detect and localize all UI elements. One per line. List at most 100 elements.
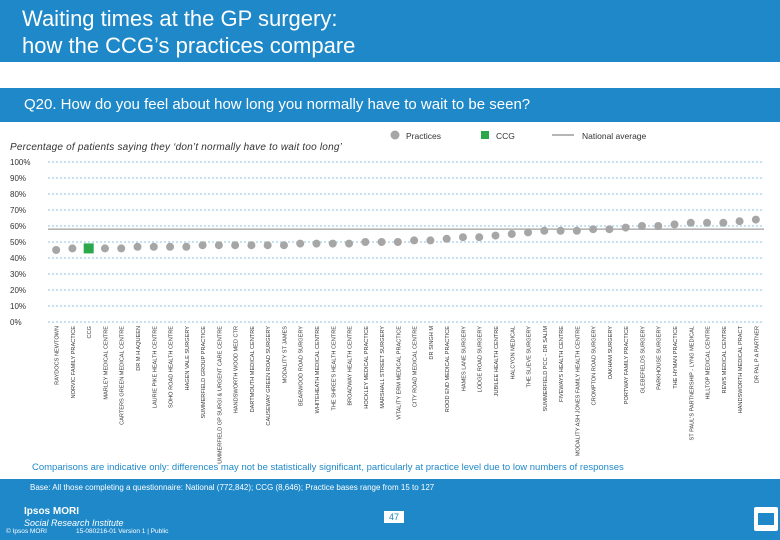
page-number: 47 <box>384 511 405 523</box>
x-tick-label: HANDSWORTH MEDICAL PRACT <box>738 325 744 413</box>
practice-marker <box>279 241 288 250</box>
base-note: Base: All those completing a questionnai… <box>30 483 435 492</box>
x-tick-label: DR M H AQUEEN <box>136 326 142 371</box>
y-tick-label: 20% <box>10 286 26 295</box>
chart-title: Percentage of patients saying they ‘don’… <box>10 142 343 153</box>
x-tick-label: THE HYMAN PRACTICE <box>673 326 679 389</box>
y-tick-label: 60% <box>10 222 26 231</box>
x-tick-label: THE SLIEVE SURGERY <box>527 326 533 388</box>
x-tick-label: OAKHAM SURGERY <box>608 326 614 380</box>
legend-ccg-label: CCG <box>496 131 515 141</box>
practice-marker <box>247 241 256 250</box>
x-tick-label: CCG <box>87 326 93 338</box>
x-tick-label: CITY ROAD MEDICAL CENTRE <box>413 326 419 407</box>
x-tick-label: LAURIE PIKE HEALTH CENTRE <box>152 326 158 409</box>
ccg-marker <box>83 243 94 254</box>
x-tick-label: PARKHOUSE SURGERY <box>657 326 663 390</box>
x-tick-label: SOHO ROAD HEALTH CENTRE <box>169 326 175 408</box>
x-tick-label: LODGE ROAD SURGERY <box>478 326 484 393</box>
legend-national: National average <box>552 128 692 142</box>
x-tick-label: MARSHALL STREET SURGERY <box>380 326 386 409</box>
legend-ccg-marker <box>481 131 489 139</box>
x-tick-label: CARTERS GREEN MEDICAL CENTRE <box>120 326 126 425</box>
ipsos-logo-icon <box>754 507 778 531</box>
practice-marker <box>328 239 337 248</box>
x-tick-label: HOCKLEY MEDICAL PRACTICE <box>364 326 370 409</box>
copyright: © Ipsos MORI <box>6 528 47 535</box>
legend-practices-label: Practices <box>406 131 441 141</box>
x-tick-label: THE SHREE'S HEALTH CENTRE <box>331 326 337 411</box>
legend-national-line <box>552 134 574 136</box>
practice-marker <box>507 230 516 238</box>
practice-marker <box>361 238 370 246</box>
x-tick-label: BEARWOOD ROAD SURGERY <box>299 326 305 406</box>
practice-marker <box>589 225 598 234</box>
legend-ccg: CCG <box>478 128 538 142</box>
practice-marker <box>426 236 435 245</box>
x-tick-label: DR PAL P A PARTNER <box>754 326 760 383</box>
practice-marker <box>491 231 500 240</box>
practice-marker <box>133 242 142 251</box>
x-tick-label: ROOD END MEDICAL PRACTICE <box>445 326 451 412</box>
practice-marker <box>475 233 484 242</box>
practice-marker <box>166 242 175 251</box>
x-tick-label: MARLEY MEDICAL CENTRE <box>103 326 109 400</box>
x-tick-label: DARTMOUTH MEDICAL CENTRE <box>250 326 256 413</box>
practice-marker <box>524 228 533 237</box>
legend-practices: Practices <box>388 128 468 142</box>
x-tick-label: HANDSWORTH WOOD MED CTR <box>234 326 240 413</box>
x-tick-label: JUBILEE HEALTH CENTRE <box>494 326 500 397</box>
y-tick-label: 10% <box>10 302 26 311</box>
practice-marker <box>637 222 646 230</box>
chart-plot: 0% 10% 20% 30% 40% 50% 60% 70% 80% 90% 100% RAYDOCS… <box>10 158 764 464</box>
practice-marker <box>263 241 272 250</box>
practice-marker <box>68 244 77 253</box>
question-banner: Q20. How do you feel about how long you … <box>0 88 780 122</box>
footnote: Comparisons are indicative only: differe… <box>32 462 624 473</box>
x-tick-label: SUMMERFIELD PCC - DR SALIM <box>543 326 549 412</box>
practice-marker <box>393 238 402 246</box>
practice-marker <box>312 239 321 248</box>
practice-marker <box>198 241 207 250</box>
x-tick-label: HILLTOP MEDICAL CENTRE <box>706 326 712 400</box>
y-tick-label: 90% <box>10 174 26 183</box>
x-tick-label: DR SINGH M <box>429 326 435 360</box>
x-tick-label: RAYDOCS NEWTOWN <box>55 326 61 385</box>
x-tick-label: MODALITY ASH JONES FAMILY HEALTH CENTRE <box>575 326 581 456</box>
practice-marker <box>296 239 305 248</box>
y-tick-label: 30% <box>10 270 26 279</box>
practice-marker <box>670 220 679 229</box>
practice-marker <box>751 215 760 224</box>
x-tick-label: CROMPTON ROAD SURGERY <box>592 326 598 406</box>
x-tick-label: ST PAUL'S PARTNERSHIP - LYNG MEDICAL <box>689 326 695 441</box>
practice-marker <box>654 222 663 230</box>
practice-marker <box>377 238 386 246</box>
footer: Base: All those completing a questionnai… <box>0 479 780 540</box>
page-title-line-2: how the CCG’s practices compare <box>22 33 356 58</box>
practice-marker <box>621 223 630 232</box>
x-tick-label: HALCYON MEDICAL <box>510 326 516 379</box>
practice-marker <box>345 239 354 248</box>
x-tick-label: MODALITY ST JAMES <box>282 326 288 384</box>
page-title-line-1: Waiting times at the GP surgery: <box>22 6 338 31</box>
x-tick-label: HAMES LANE SURGERY <box>461 326 467 391</box>
practice-marker <box>410 236 419 245</box>
practice-marker <box>605 225 614 234</box>
practice-marker <box>458 233 467 242</box>
y-tick-label: 100% <box>10 158 30 167</box>
practice-marker <box>231 241 240 250</box>
x-tick-label: GLEBEFIELDS SURGERY <box>640 326 646 394</box>
x-tick-label: PORTWAY FAMILY PRACTICE <box>624 326 630 404</box>
x-tick-label: SUMMERFIELD GROUP PRACTICE <box>201 326 207 419</box>
practice-marker <box>214 241 223 250</box>
y-tick-label: 80% <box>10 190 26 199</box>
x-tick-label: REWS MEDICAL CENTRE <box>722 326 728 394</box>
x-tick-label: CAUSEWAY GREEN ROAD SURGERY <box>266 326 272 426</box>
practice-marker <box>117 244 126 253</box>
x-tick-label: SUMMERFIELD GP SURGI & URGENT CARE CENTR… <box>217 326 223 464</box>
practice-marker <box>735 217 744 226</box>
logo-wordmark: Ipsos MORI <box>24 506 80 517</box>
legend-practices-marker <box>390 130 400 140</box>
practice-marker <box>719 218 728 227</box>
job-reference: 15-080216-01 Version 1 | Public <box>76 528 169 535</box>
